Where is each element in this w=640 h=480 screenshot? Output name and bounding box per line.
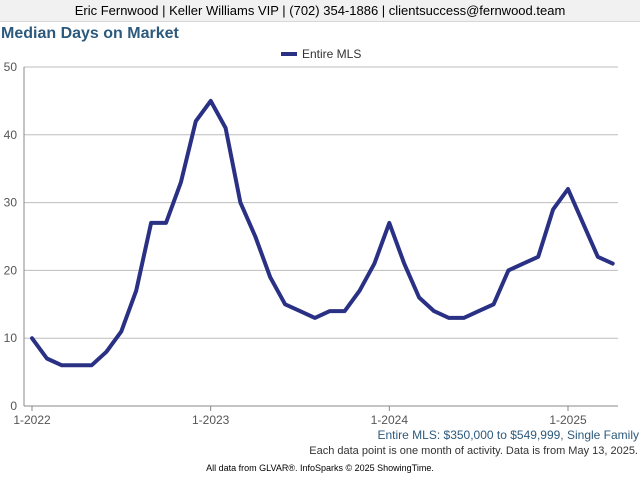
x-tick-label: 1-2024 — [371, 413, 409, 425]
series-line-entire-mls — [30, 98, 615, 368]
y-tick-label: 0 — [10, 399, 17, 413]
y-tick-label: 50 — [4, 60, 18, 74]
y-tick-label: 30 — [4, 196, 18, 210]
legend: Entire MLS — [281, 47, 361, 61]
x-tick-label: 1-2025 — [549, 413, 587, 425]
y-tick-label: 40 — [4, 128, 18, 142]
legend-label-entire-mls: Entire MLS — [302, 47, 361, 61]
credits: All data from GLVAR®. InfoSparks © 2025 … — [206, 463, 434, 473]
y-tick-label: 10 — [4, 331, 18, 345]
x-tick-label: 1-2022 — [13, 413, 51, 425]
y-tick-label: 20 — [4, 263, 18, 277]
filter-note: Entire MLS: $350,000 to $549,999, Single… — [377, 428, 640, 442]
contact-header: Eric Fernwood | Keller Williams VIP | (7… — [0, 0, 640, 22]
chart-title: Median Days on Market — [1, 25, 179, 42]
line-chart: Entire MLS 0 10 20 30 40 50 1-2022 1-2023 1-202… — [4, 47, 618, 425]
x-tick-label: 1-2023 — [192, 413, 230, 425]
data-note: Each data point is one month of activity… — [309, 445, 638, 457]
